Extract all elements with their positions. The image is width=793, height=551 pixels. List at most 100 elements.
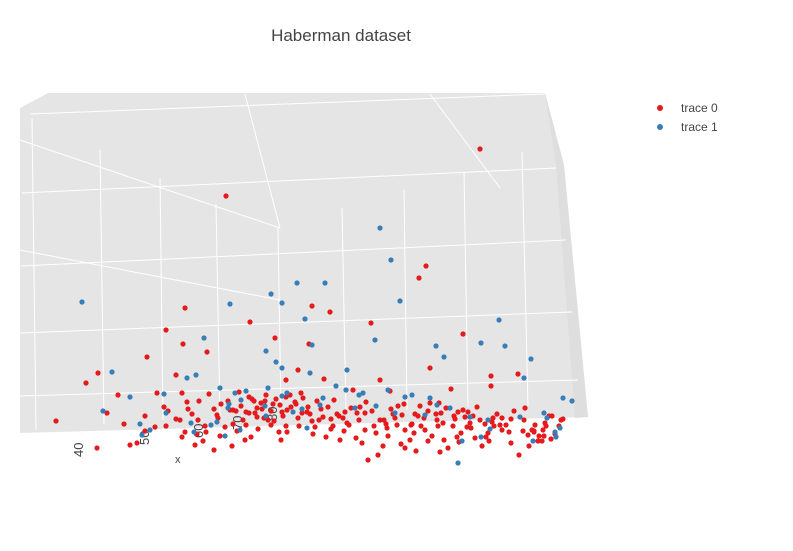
scatter-point-trace-0-140[interactable]: [494, 411, 500, 417]
scatter-point-trace-1-2[interactable]: [79, 299, 85, 305]
scatter-point-trace-0-191[interactable]: [254, 414, 260, 420]
scatter-point-trace-0-231[interactable]: [304, 409, 310, 415]
scatter-point-trace-0-10[interactable]: [460, 331, 466, 337]
scatter-point-trace-1-44[interactable]: [208, 422, 214, 428]
scatter-point-trace-1-31[interactable]: [279, 365, 285, 371]
scatter-point-trace-0-23[interactable]: [321, 376, 327, 382]
scatter-point-trace-1-8[interactable]: [397, 298, 403, 304]
scatter-point-trace-0-27[interactable]: [448, 386, 454, 392]
scatter-point-trace-0-79[interactable]: [284, 429, 290, 435]
scatter-point-trace-1-57[interactable]: [560, 395, 566, 401]
scatter-point-trace-1-63[interactable]: [191, 429, 197, 435]
scatter-point-trace-0-122[interactable]: [503, 422, 509, 428]
legend-item-trace-1[interactable]: trace 1: [650, 117, 718, 136]
scatter-point-trace-0-246[interactable]: [312, 424, 318, 430]
scatter-point-trace-0-2[interactable]: [423, 263, 429, 269]
scatter-point-trace-0-101[interactable]: [177, 417, 183, 423]
scatter-point-trace-1-27[interactable]: [217, 385, 223, 391]
scatter-point-trace-0-202[interactable]: [412, 411, 418, 417]
scatter-point-trace-1-15[interactable]: [372, 337, 378, 343]
scatter-point-trace-0-168[interactable]: [445, 445, 451, 451]
scatter-point-trace-0-77[interactable]: [255, 426, 261, 432]
scatter-point-trace-1-20[interactable]: [528, 356, 534, 362]
scatter-point-trace-0-39[interactable]: [211, 406, 217, 412]
scatter-point-trace-0-102[interactable]: [189, 411, 195, 417]
scatter-point-trace-0-151[interactable]: [458, 430, 464, 436]
scatter-point-trace-0-251[interactable]: [435, 423, 441, 429]
scatter-point-trace-0-123[interactable]: [521, 417, 527, 423]
scatter-point-trace-0-85[interactable]: [365, 457, 371, 463]
scatter-point-trace-1-52[interactable]: [373, 403, 379, 409]
scatter-point-trace-0-131[interactable]: [279, 409, 285, 415]
scatter-point-trace-1-82[interactable]: [544, 415, 550, 421]
scatter-point-trace-1-11[interactable]: [302, 316, 308, 322]
scatter-point-trace-0-149[interactable]: [394, 422, 400, 428]
scatter-point-trace-0-178[interactable]: [535, 438, 541, 444]
scatter-point-trace-0-28[interactable]: [488, 373, 494, 379]
scatter-point-trace-0-4[interactable]: [182, 305, 188, 311]
scatter-point-trace-0-72[interactable]: [182, 429, 188, 435]
scatter-point-trace-1-18[interactable]: [478, 340, 484, 346]
scatter-point-trace-1-58[interactable]: [569, 398, 575, 404]
scatter-point-trace-1-16[interactable]: [433, 343, 439, 349]
scatter-point-trace-1-42[interactable]: [163, 410, 169, 416]
scatter-point-trace-0-96[interactable]: [516, 452, 522, 458]
scatter-point-trace-1-49[interactable]: [299, 406, 305, 412]
scatter-point-trace-1-36[interactable]: [385, 387, 391, 393]
scatter-point-trace-0-0[interactable]: [477, 146, 483, 152]
scatter-point-trace-1-26[interactable]: [193, 372, 199, 378]
scatter-point-trace-0-171[interactable]: [240, 417, 246, 423]
scatter-point-trace-0-47[interactable]: [295, 415, 301, 421]
scatter-point-trace-1-34[interactable]: [344, 367, 350, 373]
scatter-point-trace-0-216[interactable]: [251, 398, 257, 404]
scatter-point-trace-1-59[interactable]: [557, 425, 563, 431]
scatter-point-trace-0-205[interactable]: [531, 429, 537, 435]
scatter-point-trace-0-227[interactable]: [238, 403, 244, 409]
scatter-point-trace-0-113[interactable]: [356, 417, 362, 423]
scatter-point-trace-1-40[interactable]: [137, 421, 143, 427]
scatter-point-trace-0-220[interactable]: [408, 422, 414, 428]
scatter-point-trace-1-77[interactable]: [263, 413, 269, 419]
scatter-point-trace-0-242[interactable]: [246, 410, 252, 416]
scatter-point-trace-1-24[interactable]: [161, 391, 167, 397]
scatter-point-trace-1-72[interactable]: [478, 434, 484, 440]
scatter-point-trace-0-70[interactable]: [142, 428, 148, 434]
scatter-point-trace-0-130[interactable]: [263, 392, 269, 398]
scatter-point-trace-0-51[interactable]: [348, 405, 354, 411]
scatter-point-trace-1-74[interactable]: [530, 438, 536, 444]
scatter-point-trace-0-95[interactable]: [499, 427, 505, 433]
scatter-point-trace-0-181[interactable]: [288, 404, 294, 410]
scatter-point-trace-1-14[interactable]: [263, 348, 269, 354]
scatter-point-trace-0-222[interactable]: [425, 408, 431, 414]
scatter-point-trace-1-37[interactable]: [409, 392, 415, 398]
scatter-point-trace-0-196[interactable]: [497, 422, 503, 428]
scatter-point-trace-0-53[interactable]: [377, 417, 383, 423]
scatter-point-trace-0-81[interactable]: [310, 431, 316, 437]
scatter-point-trace-0-134[interactable]: [350, 387, 356, 393]
scatter-point-trace-0-253[interactable]: [499, 415, 505, 421]
scatter-point-trace-0-91[interactable]: [437, 449, 443, 455]
scatter-point-trace-0-1[interactable]: [223, 193, 229, 199]
scatter-point-trace-0-26[interactable]: [427, 365, 433, 371]
scatter-point-trace-0-180[interactable]: [252, 410, 258, 416]
scatter-point-trace-1-69[interactable]: [402, 394, 408, 400]
scatter-point-trace-0-152[interactable]: [479, 443, 485, 449]
scatter-point-trace-0-75[interactable]: [229, 443, 235, 449]
scatter-point-trace-0-212[interactable]: [402, 445, 408, 451]
scatter-point-trace-1-81[interactable]: [487, 426, 493, 432]
scatter-point-trace-0-128[interactable]: [236, 389, 242, 395]
scatter-point-trace-0-13[interactable]: [204, 349, 210, 355]
scatter-point-trace-0-245[interactable]: [283, 423, 289, 429]
scatter-point-trace-1-80[interactable]: [447, 405, 453, 411]
scatter-point-trace-0-3[interactable]: [416, 275, 422, 281]
scatter-point-trace-1-85[interactable]: [279, 393, 285, 399]
scatter-point-trace-0-237[interactable]: [451, 413, 457, 419]
scatter-point-trace-1-5[interactable]: [279, 300, 285, 306]
scatter-point-trace-0-248[interactable]: [362, 427, 368, 433]
scatter-point-trace-0-164[interactable]: [276, 429, 282, 435]
scatter-point-trace-1-84[interactable]: [226, 401, 232, 407]
scatter-point-trace-0-224[interactable]: [489, 419, 495, 425]
scatter-point-trace-0-61[interactable]: [477, 417, 483, 423]
scatter-point-trace-0-78[interactable]: [268, 422, 274, 428]
